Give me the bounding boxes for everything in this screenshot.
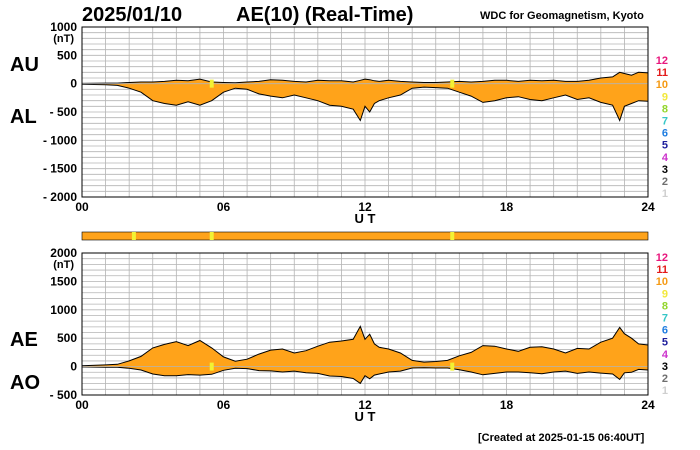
station-count-label: 6 — [662, 325, 668, 337]
plot-frame — [81, 26, 649, 198]
station-bar-marker — [131, 232, 136, 240]
station-count-label: 5 — [662, 337, 668, 349]
data-envelope-area — [82, 72, 648, 121]
plot-frame — [81, 252, 649, 396]
created-timestamp: [Created at 2025-01-15 06:40UT] — [478, 432, 645, 444]
station-marker — [450, 79, 455, 88]
station-marker — [450, 362, 455, 371]
y-tick-label: 500 — [57, 331, 77, 345]
y-unit-label: (nT) — [53, 33, 74, 45]
station-count-label: 5 — [662, 140, 668, 152]
station-count-label: 1 — [662, 188, 668, 200]
y-tick-label: - 2000 — [43, 190, 77, 204]
x-tick-label: 00 — [75, 398, 89, 412]
station-count-label: 7 — [662, 116, 668, 128]
station-count-label: 10 — [656, 79, 668, 91]
y-tick-label: 500 — [57, 48, 77, 62]
station-count-label: 12 — [656, 252, 668, 264]
station-count-label: 9 — [662, 91, 668, 103]
x-tick-label: 00 — [75, 200, 89, 214]
station-marker — [209, 79, 214, 88]
x-tick-label: 24 — [641, 200, 655, 214]
station-count-label: 2 — [662, 176, 668, 188]
series-line-au — [81, 71, 649, 84]
series-line-al — [81, 83, 649, 122]
series-label-al: AL — [10, 106, 37, 128]
station-count-label: 8 — [662, 300, 668, 312]
station-count-label: 8 — [662, 103, 668, 115]
station-count-label: 6 — [662, 128, 668, 140]
station-count-bar — [81, 231, 649, 241]
series-line-ae — [81, 325, 649, 367]
y-unit-label: (nT) — [53, 259, 74, 271]
x-tick-label: 06 — [217, 398, 231, 412]
station-count-label: 12 — [656, 55, 668, 67]
y-tick-label: - 1500 — [43, 162, 77, 176]
station-count-label: 10 — [656, 276, 668, 288]
station-marker — [209, 362, 214, 371]
station-count-label: 2 — [662, 373, 668, 385]
y-tick-label: 0 — [70, 360, 77, 374]
data-envelope-area — [82, 326, 648, 384]
x-axis-label: U T — [355, 211, 376, 226]
x-tick-label: 24 — [641, 398, 655, 412]
series-label-au: AU — [10, 54, 39, 76]
y-tick-label: - 1000 — [43, 133, 77, 147]
series-line-ao — [81, 366, 649, 385]
x-tick-label: 18 — [500, 200, 514, 214]
y-tick-label: - 500 — [50, 388, 78, 402]
station-count-label: 11 — [656, 67, 668, 79]
chart-title: AE(10) (Real-Time) — [236, 4, 414, 26]
y-tick-label: 0 — [70, 77, 77, 91]
station-count-label: 3 — [662, 164, 668, 176]
x-tick-label: 06 — [217, 200, 231, 214]
source-label: WDC for Geomagnetism, Kyoto — [480, 10, 644, 22]
station-bar-marker — [450, 232, 455, 240]
x-axis-label: U T — [355, 409, 376, 424]
station-count-label: 11 — [656, 264, 668, 276]
station-count-label: 4 — [662, 152, 669, 164]
series-label-ae: AE — [10, 329, 38, 351]
au-al-panel: 1000 500 0 - 500 - 1000 - 1500 - 2000 (nT) 00 06 1… — [10, 20, 655, 226]
y-tick-label: 1500 — [50, 274, 77, 288]
x-tick-label: 18 — [500, 398, 514, 412]
x-tick-label: 12 — [358, 200, 372, 214]
station-count-label: 9 — [662, 288, 668, 300]
y-tick-label: 2000 — [50, 246, 77, 260]
station-bar-marker — [209, 232, 214, 240]
y-tick-label: 1000 — [50, 20, 77, 34]
y-tick-label: 1000 — [50, 303, 77, 317]
station-count-label: 4 — [662, 349, 669, 361]
station-bar-fill — [81, 231, 649, 241]
station-count-label: 1 — [662, 385, 668, 397]
date-title: 2025/01/10 — [82, 4, 183, 26]
x-tick-label: 12 — [358, 398, 372, 412]
series-label-ao: AO — [10, 372, 40, 394]
y-tick-label: - 500 — [50, 105, 78, 119]
ae-ao-panel: 2000 1500 1000 500 0 - 500 (nT) 00 06 12 18 24 U T AE… — [10, 246, 655, 424]
station-count-label: 7 — [662, 313, 668, 325]
station-count-label: 3 — [662, 361, 668, 373]
